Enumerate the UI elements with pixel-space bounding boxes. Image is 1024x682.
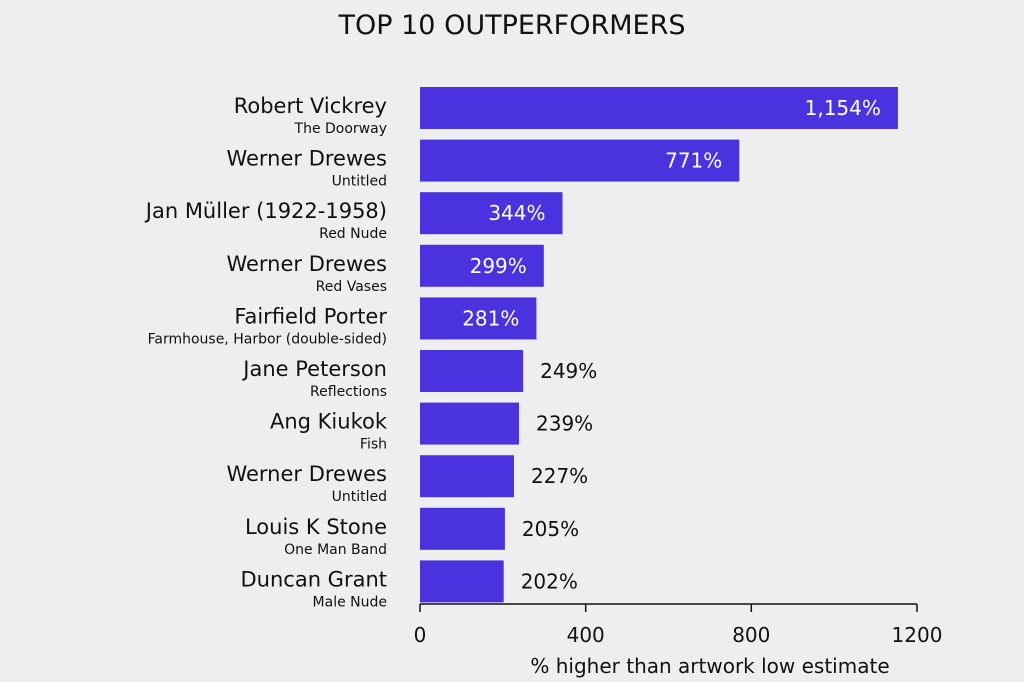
artist-label: Robert Vickrey: [234, 94, 387, 118]
bar-value-label: 239%: [536, 412, 593, 436]
artwork-label: Reflections: [310, 384, 387, 400]
artwork-label: Untitled: [332, 489, 387, 505]
bar: [420, 350, 524, 392]
bar-value-label: 1,154%: [805, 96, 881, 120]
artwork-label: Red Vases: [316, 279, 387, 295]
artist-label: Jane Peterson: [241, 357, 387, 381]
x-tick-label: 400: [567, 623, 605, 647]
bar: [420, 560, 504, 603]
bar-value-label: 202%: [521, 569, 578, 593]
artwork-label: One Man Band: [284, 542, 387, 558]
bar: [420, 297, 537, 340]
bar: [420, 139, 740, 182]
artist-label: Louis K Stone: [245, 515, 387, 539]
bar-value-label: 299%: [470, 254, 527, 278]
x-tick-label: 0: [414, 623, 427, 647]
bar: [420, 192, 563, 235]
bar-value-label: 249%: [540, 359, 597, 383]
chart-title: TOP 10 OUTPERFORMERS: [338, 10, 686, 41]
artwork-label: Red Nude: [319, 226, 387, 242]
artist-label: Werner Drewes: [226, 462, 387, 486]
artist-label: Fairfield Porter: [234, 304, 387, 328]
bars-group: 1,154% 771% 344% 299% 281% 249% 239% 227% 205% 20…: [420, 87, 898, 603]
artist-label: Ang Kiukok: [270, 410, 388, 434]
artwork-label: The Doorway: [294, 121, 387, 137]
x-axis-label: % higher than artwork low estimate: [530, 654, 889, 678]
x-axis: 0 400 800 1200: [414, 603, 943, 647]
x-tick-label: 1200: [892, 623, 943, 647]
bar: [420, 87, 898, 129]
bar-value-label: 205%: [522, 517, 579, 541]
bar-value-label: 281%: [462, 306, 519, 330]
artwork-label: Farmhouse, Harbor (double-sided): [148, 331, 387, 347]
bar: [420, 455, 514, 498]
artwork-label: Fish: [360, 437, 387, 453]
bar-value-label: 344%: [488, 201, 545, 225]
bar: [420, 402, 519, 445]
category-labels: Robert Vickrey The Doorway Werner Drewes Un…: [144, 94, 388, 610]
bar: [420, 244, 544, 287]
x-tick-label: 800: [732, 623, 770, 647]
artist-label: Jan Müller (1922-1958): [144, 199, 387, 223]
artist-label: Werner Drewes: [226, 252, 387, 276]
artwork-label: Untitled: [332, 174, 387, 190]
bar-value-label: 227%: [531, 464, 588, 488]
bar-value-label: 771%: [665, 149, 722, 173]
artist-label: Werner Drewes: [226, 147, 387, 171]
artwork-label: Male Nude: [313, 594, 387, 610]
artist-label: Duncan Grant: [240, 567, 387, 591]
bar: [420, 507, 505, 550]
